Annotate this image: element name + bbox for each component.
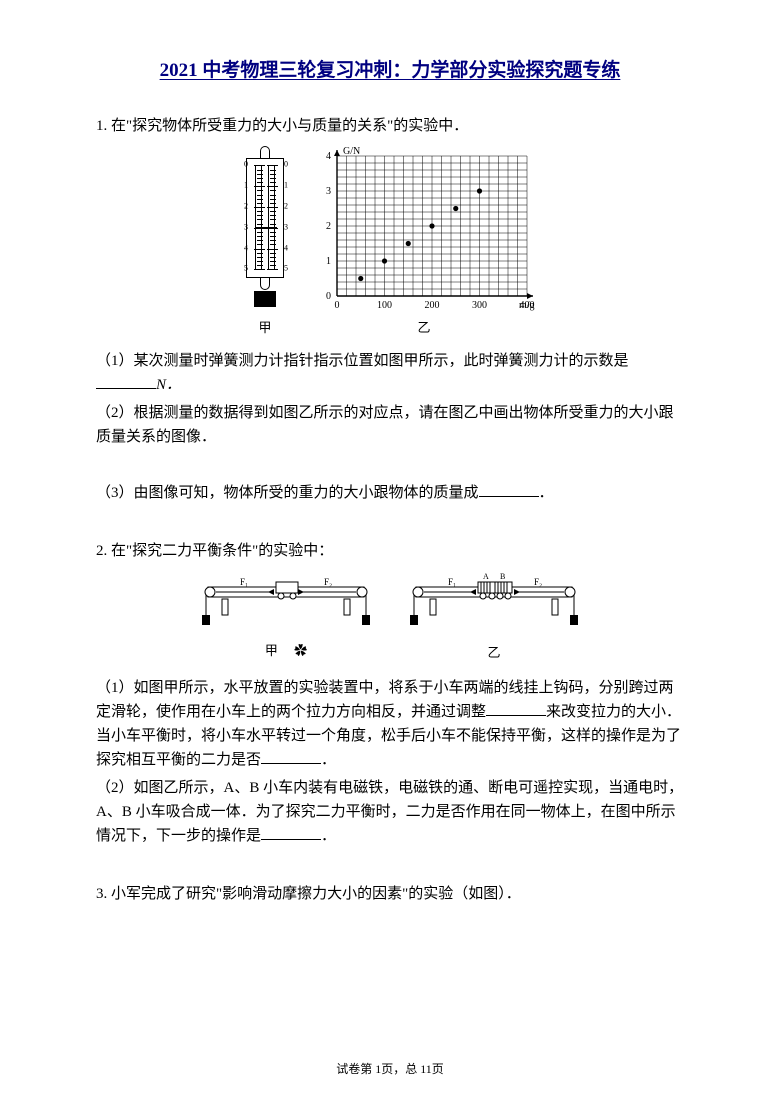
q1-p3: （3）由图像可知，物体所受的重力的大小跟物体的质量成 ．	[96, 481, 684, 505]
q1-figures: 012345 012345 甲 010020030040001234G/Nm/g…	[96, 146, 684, 339]
chart-figure: 010020030040001234G/Nm/g 乙	[309, 146, 539, 339]
q1-p2: （2）根据测量的数据得到如图乙所示的对应点，请在图乙中画出物体所受重力的大小跟质…	[96, 401, 684, 449]
caption-jia-2: 甲	[265, 643, 278, 658]
svg-text:4: 4	[326, 151, 331, 162]
spring-scale-figure: 012345 012345 甲	[241, 146, 289, 339]
svg-text:1: 1	[326, 256, 331, 267]
caption-jia: 甲	[241, 318, 289, 339]
svg-text:100: 100	[377, 300, 392, 311]
blank	[486, 701, 546, 716]
decor-flower-icon: ✿	[294, 643, 307, 658]
label-f2: F₂	[324, 577, 332, 587]
blank	[261, 749, 321, 764]
balance-fig-yi: F₁ F₂ A B 乙	[404, 569, 584, 664]
blank	[479, 482, 539, 497]
label-f1: F₁	[240, 577, 248, 587]
label-b: B	[500, 572, 505, 581]
svg-text:F₂: F₂	[534, 577, 542, 587]
svg-text:3: 3	[326, 186, 331, 197]
q2-p2: （2）如图乙所示，A、B 小车内装有电磁铁，电磁铁的通、断电可遥控实现，当通电时…	[96, 776, 684, 848]
caption-yi: 乙	[309, 318, 539, 339]
svg-text:0: 0	[326, 291, 331, 302]
label-a: A	[483, 572, 489, 581]
svg-text:200: 200	[425, 300, 440, 311]
caption-yi-2: 乙	[404, 643, 584, 664]
q2-p2-b: ．	[321, 828, 336, 844]
q2-stem: 2. 在"探究二力平衡条件"的实验中：	[96, 539, 684, 563]
svg-text:0: 0	[335, 300, 340, 311]
q2-p2-a: （2）如图乙所示，A、B 小车内装有电磁铁，电磁铁的通、断电可遥控实现，当通电时…	[96, 780, 683, 844]
balance-fig-jia: F₁ F₂ 甲 ✿	[196, 569, 376, 664]
svg-text:F₁: F₁	[448, 577, 456, 587]
blank	[261, 825, 321, 840]
q1-stem: 1. 在"探究物体所受重力的大小与质量的关系"的实验中．	[96, 114, 684, 138]
q3-stem: 3. 小军完成了研究"影响滑动摩擦力大小的因素"的实验（如图）．	[96, 882, 684, 906]
q2-figures: F₁ F₂ 甲 ✿ F₁ F₂	[96, 569, 684, 664]
svg-text:m/g: m/g	[519, 300, 535, 311]
grid-chart: 010020030040001234G/Nm/g	[309, 146, 539, 316]
svg-text:300: 300	[472, 300, 487, 311]
q1-p3-a: （3）由图像可知，物体所受的重力的大小跟物体的质量成	[96, 485, 479, 501]
q1-p1: （1）某次测量时弹簧测力计指针指示位置如图甲所示，此时弹簧测力计的示数是 N．	[96, 349, 684, 397]
page-title: 2021 中考物理三轮复习冲刺：力学部分实验探究题专练	[96, 56, 684, 86]
q1-p1-a: （1）某次测量时弹簧测力计指针指示位置如图甲所示，此时弹簧测力计的示数是	[96, 353, 629, 369]
pointer	[255, 227, 277, 230]
blank	[96, 374, 156, 389]
unit-N: N．	[156, 377, 181, 393]
svg-text:G/N: G/N	[343, 146, 360, 157]
q1-p3-b: ．	[539, 485, 554, 501]
q2-p1-c: ．	[321, 752, 336, 768]
q2-p1: （1）如图甲所示，水平放置的实验装置中，将系于小车两端的线挂上钩码，分别跨过两定…	[96, 676, 684, 772]
weight-icon	[254, 291, 276, 307]
svg-text:2: 2	[326, 221, 331, 232]
page-footer: 试卷第 1页，总 11页	[0, 1060, 780, 1079]
